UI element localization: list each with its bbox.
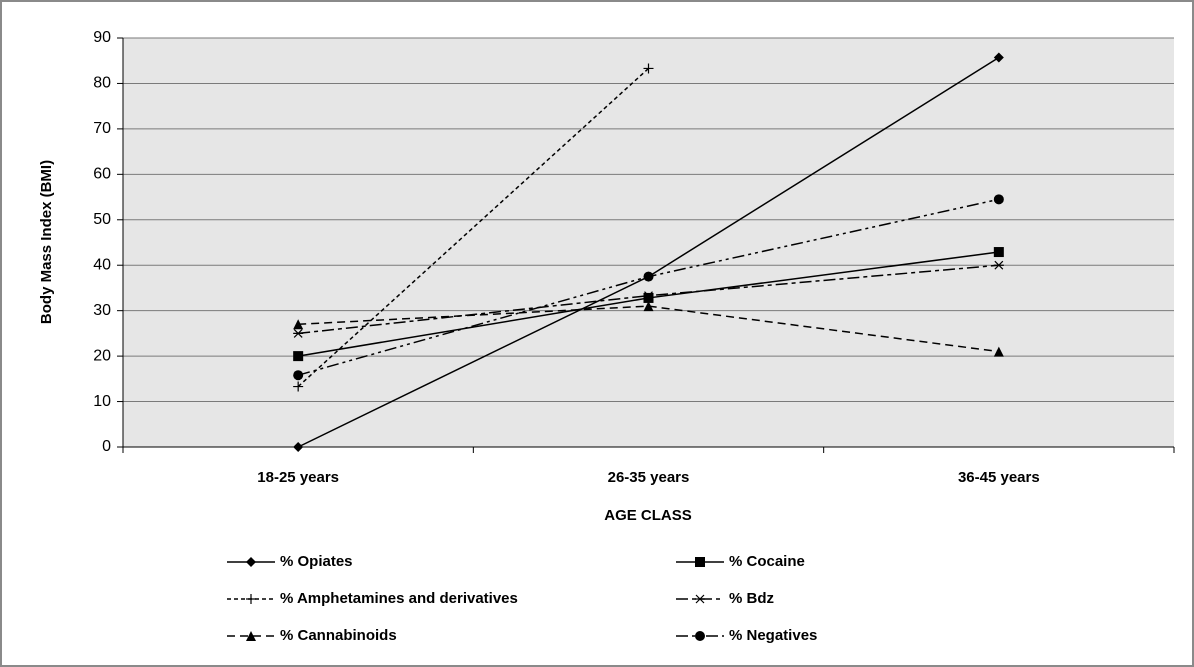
y-tick-label: 30 [93,302,111,319]
marker [643,291,654,301]
marker [293,442,304,452]
legend-label: % Cocaine [729,553,805,570]
marker-shape [695,631,705,641]
marker [293,328,304,338]
marker [643,292,654,303]
legend-label: % Negatives [729,627,817,644]
marker-shape [643,271,654,282]
plot-area [123,38,1174,447]
y-tick-label: 0 [102,438,111,455]
y-tick-label: 60 [93,166,111,183]
series-line [297,67,650,388]
marker [293,370,304,381]
legend-label: % Bdz [729,590,774,607]
marker [643,301,654,312]
legend-label: % Cannabinoids [280,627,397,644]
legend-label: % Opiates [280,553,353,570]
marker-shape [993,52,1004,63]
legend-label: % Amphetamines and derivatives [280,590,518,607]
marker [246,631,256,641]
marker-shape [695,557,705,567]
x-tick-label: 26-35 years [608,469,690,486]
marker-shape [993,260,1004,270]
marker-shape [643,291,654,301]
marker-shape [643,63,654,74]
marker [643,271,654,282]
marker [993,52,1004,63]
marker-shape [993,247,1004,258]
marker [695,631,705,641]
marker [293,351,304,362]
marker [993,260,1004,270]
y-tick-label: 50 [93,211,111,228]
y-tick-label: 70 [93,120,111,137]
marker [993,194,1004,205]
marker-shape [643,301,654,312]
y-tick-label: 10 [93,393,111,410]
marker [695,557,705,567]
y-tick-label: 40 [93,256,111,273]
marker-shape [293,370,304,381]
y-tick-label: 90 [93,29,111,46]
marker [246,557,256,567]
marker [293,381,304,392]
y-axis-label: Body Mass Index (BMI) [38,160,55,324]
series-line [298,305,999,353]
marker-shape [246,594,256,604]
marker-shape [993,346,1004,357]
marker-shape [293,442,304,452]
marker-shape [993,194,1004,205]
marker [643,63,654,74]
marker [293,319,304,330]
marker-shape [695,594,705,604]
y-tick-label: 20 [93,347,111,364]
marker-shape [643,292,654,303]
x-axis-label: AGE CLASS [604,507,692,524]
marker-shape [293,328,304,338]
marker [993,247,1004,258]
marker-shape [246,557,256,567]
marker [993,346,1004,357]
marker-shape [293,351,304,362]
marker [695,594,705,604]
x-tick-label: 18-25 years [257,469,339,486]
x-tick-label: 36-45 years [958,469,1040,486]
marker-shape [293,381,304,392]
y-tick-label: 80 [93,75,111,92]
marker [246,594,256,604]
marker-shape [293,319,304,330]
marker-shape [246,631,256,641]
